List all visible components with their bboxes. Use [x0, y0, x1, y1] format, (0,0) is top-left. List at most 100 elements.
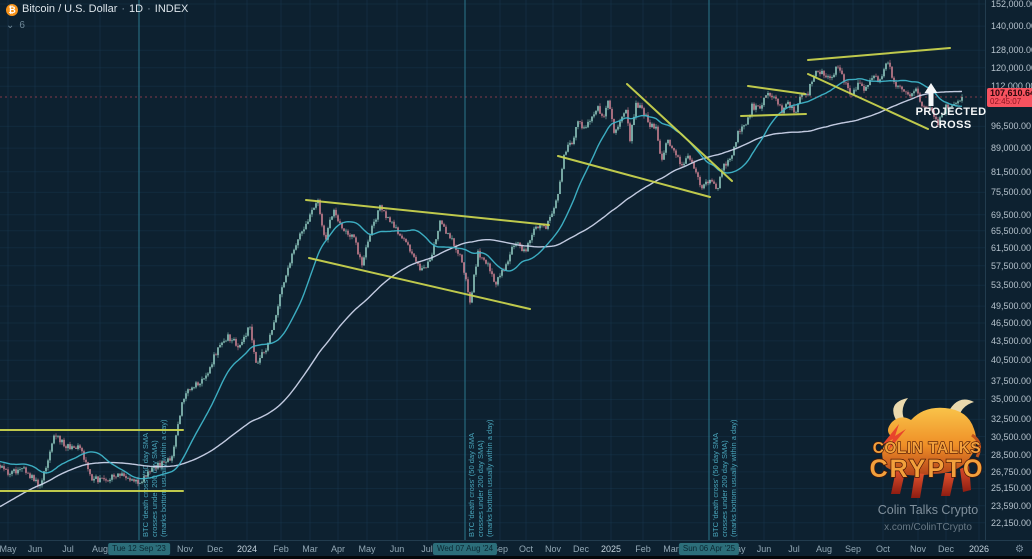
month-tick: May: [358, 544, 376, 554]
month-tick: Sep: [844, 544, 862, 554]
trendline[interactable]: [305, 199, 550, 226]
brand-text-line2: CRYPTO: [870, 455, 985, 483]
event-date-badge[interactable]: Wed 07 Aug '24: [432, 543, 498, 555]
month-tick: Oct: [875, 544, 891, 554]
month-tick: Aug: [91, 544, 109, 554]
price-tick: 40,500.00: [991, 355, 1032, 365]
price-tick: 89,000.00: [991, 143, 1032, 153]
chevron-down-icon[interactable]: ⌄: [6, 20, 15, 31]
price-tick: 81,500.00: [991, 167, 1032, 177]
projected-cross-label: PROJECTED CROSS: [912, 106, 990, 131]
event-date-badge[interactable]: Sun 06 Apr '25: [678, 543, 740, 555]
trendline[interactable]: [807, 73, 929, 130]
bull-leg: [941, 473, 955, 496]
month-tick: Dec: [206, 544, 224, 554]
bull-logo: COLIN TALKS CRYPTO: [869, 398, 985, 498]
year-tick: 2026: [968, 544, 990, 554]
interval-label[interactable]: 1D: [129, 3, 144, 15]
price-tick: 26,750.00: [991, 467, 1032, 477]
price-tick: 112,000.00: [991, 81, 1032, 91]
month-tick: Mar: [663, 544, 679, 554]
year-tick: 2025: [600, 544, 622, 554]
price-axis[interactable]: 107,610.64 02:45:07 152,000.00 140,000.00…: [985, 0, 1032, 540]
month-tick: Jun: [389, 544, 405, 554]
price-tick: 69,500.00: [991, 210, 1032, 220]
month-tick: Feb: [273, 544, 289, 554]
month-tick: Mar: [302, 544, 318, 554]
projected-cross-line1: PROJECTED: [915, 106, 987, 118]
death-cross-note: BTC 'death cross' (50 day SMAcrosses und…: [467, 419, 494, 537]
symbol-legend[interactable]: ₿ Bitcoin / U.S. Dollar · 1D · INDEX ⌄ 6: [6, 3, 188, 32]
trendline[interactable]: [626, 83, 733, 182]
price-tick: 22,150.00: [991, 518, 1032, 528]
trendline[interactable]: [747, 85, 806, 95]
bar-countdown: 02:45:07: [990, 97, 1022, 106]
up-candle-wicks: [1, 61, 963, 489]
last-price-badge: 107,610.64 02:45:07: [987, 88, 1032, 107]
price-tick: 75,500.00: [991, 187, 1032, 197]
price-tick: 35,000.00: [991, 394, 1032, 404]
price-tick: 30,500.00: [991, 432, 1032, 442]
month-tick: Dec: [937, 544, 955, 554]
bull-leg: [911, 473, 924, 498]
watermark-handle: x.com/ColinTCrypto: [884, 522, 972, 533]
brand-text-line1: COLIN TALKS: [873, 440, 982, 457]
price-tick: 23,590.00: [991, 501, 1032, 511]
legend-separator: ·: [121, 3, 126, 15]
death-cross-note: BTC 'death cross' (50 day SMAcrosses und…: [141, 419, 168, 537]
bull-leg: [960, 465, 971, 492]
month-tick: Oct: [518, 544, 534, 554]
watermark-name: Colin Talks Crypto: [877, 503, 979, 517]
bull-horn-left: [893, 398, 908, 425]
month-tick: Apr: [330, 544, 346, 554]
price-tick: 37,500.00: [991, 376, 1032, 386]
month-tick: Nov: [544, 544, 562, 554]
last-price-value: 107,610.64: [990, 88, 1032, 98]
price-tick: 49,500.00: [991, 301, 1032, 311]
price-tick: 128,000.00: [991, 45, 1032, 55]
projected-cross-line2: CROSS: [930, 118, 972, 131]
lightning-bolt-icon: [882, 424, 906, 451]
symbol-title[interactable]: Bitcoin / U.S. Dollar: [22, 3, 118, 15]
bitcoin-icon: ₿: [6, 3, 18, 16]
trendline[interactable]: [557, 155, 711, 198]
month-tick: Aug: [815, 544, 833, 554]
bull-leg: [891, 470, 905, 494]
chart-canvas[interactable]: BTC 'death cross' (50 day SMAcrosses und…: [0, 0, 985, 540]
bull-tail: [971, 433, 982, 458]
price-tick: 25,150.00: [991, 483, 1032, 493]
exchange-label: INDEX: [154, 3, 189, 15]
gear-icon[interactable]: ⚙: [1015, 544, 1024, 555]
month-tick: Jul: [788, 544, 800, 554]
up-candle-bodies: [1, 62, 963, 487]
month-tick: May: [0, 544, 17, 554]
sma-200-line[interactable]: [0, 90, 963, 508]
price-tick: 46,500.00: [991, 318, 1032, 328]
trendline[interactable]: [740, 113, 807, 117]
month-tick: Sep: [491, 544, 509, 554]
price-tick: 53,500.00: [991, 280, 1032, 290]
event-date-badge[interactable]: Tue 12 Sep '23: [108, 543, 170, 555]
price-tick: 96,500.00: [991, 121, 1032, 131]
trendline[interactable]: [308, 257, 531, 310]
time-axis[interactable]: ⚙ May Jun Jul Aug Nov Dec 2024 Feb Mar Apr May Jun J…: [0, 540, 1032, 559]
price-tick: 65,500.00: [991, 226, 1032, 236]
price-tick: 32,500.00: [991, 414, 1032, 424]
month-tick: Feb: [635, 544, 651, 554]
projected-cross-arrow-icon: [924, 83, 938, 106]
month-tick: Nov: [176, 544, 194, 554]
month-tick: Dec: [572, 544, 590, 554]
sma-50-line[interactable]: [0, 78, 963, 480]
bull-body: [882, 407, 977, 476]
month-tick: Jul: [421, 544, 433, 554]
price-tick: 57,500.00: [991, 261, 1032, 271]
price-tick: 61,500.00: [991, 243, 1032, 253]
price-tick: 43,500.00: [991, 336, 1032, 346]
price-tick: 120,000.00: [991, 63, 1032, 73]
legend-separator: ·: [147, 3, 151, 15]
price-tick: 152,000.00: [991, 0, 1032, 9]
collapsed-indicator-count[interactable]: 6: [19, 20, 25, 31]
trendline[interactable]: [807, 47, 951, 61]
death-cross-note: BTC 'death cross' (50 day SMAcrosses und…: [711, 419, 738, 537]
